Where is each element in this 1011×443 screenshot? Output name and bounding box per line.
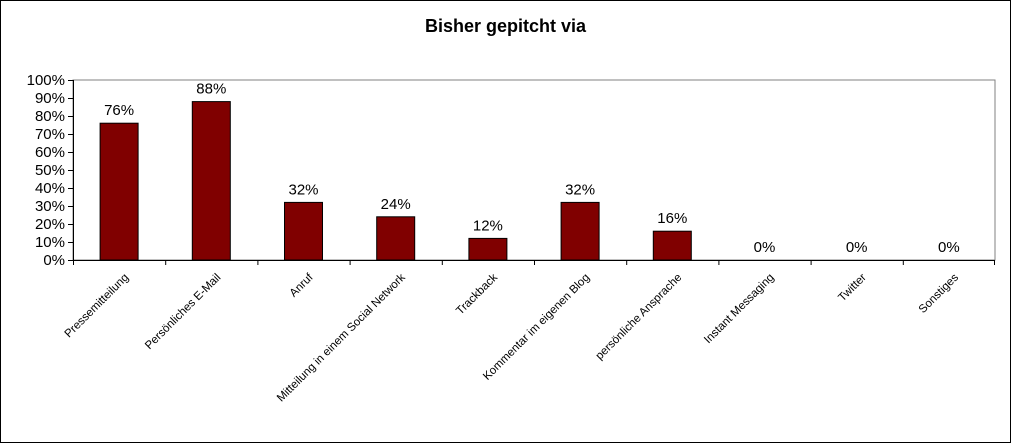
data-label: 76% — [104, 102, 134, 119]
data-label: 0% — [938, 239, 960, 256]
y-tick-label: 60% — [35, 144, 65, 161]
bar — [99, 122, 139, 261]
bar — [468, 237, 508, 261]
y-tick-label: 90% — [35, 90, 65, 107]
x-tick-label: Sonstiges — [917, 271, 961, 315]
y-tick-label: 50% — [35, 162, 65, 179]
y-tick-label: 100% — [27, 72, 65, 89]
data-label: 24% — [381, 196, 411, 213]
data-label: 32% — [288, 181, 318, 198]
bar — [376, 216, 416, 261]
data-label: 88% — [196, 81, 226, 98]
bar — [560, 201, 600, 261]
x-tick-label: Anruf — [288, 271, 316, 299]
data-label: 12% — [473, 217, 503, 234]
y-tick-label: 30% — [35, 198, 65, 215]
x-tick-label: Trackback — [454, 271, 500, 317]
x-tick-label: Kommentar im eigenen Blog — [481, 272, 592, 383]
x-tick-label: Pressemitteilung — [63, 272, 132, 341]
bar — [652, 230, 692, 261]
data-label: 0% — [846, 239, 868, 256]
y-tick-label: 20% — [35, 216, 65, 233]
y-tick-label: 0% — [43, 252, 65, 269]
data-label: 16% — [657, 210, 687, 227]
y-tick-label: 40% — [35, 180, 65, 197]
bar — [284, 201, 323, 261]
y-tick-label: 10% — [35, 234, 65, 251]
x-tick-label: persönliche Ansprache — [594, 272, 685, 363]
data-label: 0% — [754, 239, 776, 256]
y-tick-label: 80% — [35, 108, 65, 125]
x-tick-label: Twitter — [836, 272, 869, 305]
x-tick-label: Instant Messaging — [702, 272, 776, 346]
chart-title: Bisher gepitcht via — [424, 16, 587, 36]
x-tick-label: Persönliches E-Mail — [143, 272, 223, 352]
y-tick-label: 70% — [35, 126, 65, 143]
data-label: 32% — [565, 181, 595, 198]
bar — [191, 101, 231, 261]
